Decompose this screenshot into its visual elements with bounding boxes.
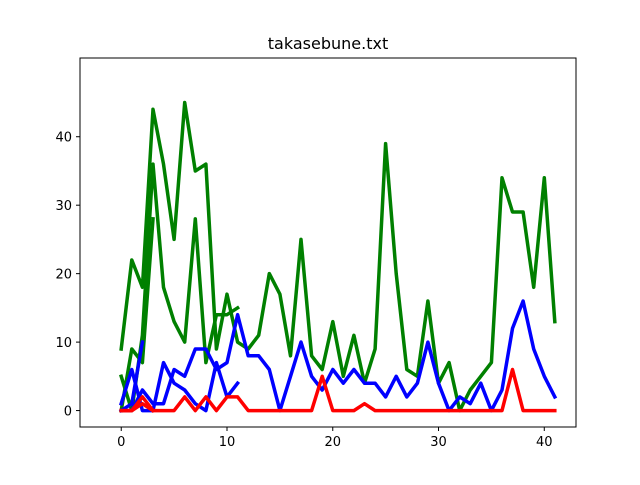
y-tick-label: 20 [55, 268, 72, 283]
axes: 0 10 20 30 40 0 10 20 30 40 [55, 131, 552, 450]
series-line-7 [119, 367, 557, 413]
y-tick-label: 10 [55, 336, 72, 351]
series-line-8 [119, 395, 156, 414]
series-line-1 [119, 100, 557, 413]
x-tick-label: 0 [117, 435, 125, 450]
y-tick-label: 40 [55, 131, 72, 146]
series-line-4 [119, 299, 558, 413]
plot-frame [79, 57, 577, 428]
series-lines [118, 100, 558, 414]
x-tick-label: 30 [430, 435, 447, 450]
x-tick-label: 40 [536, 435, 553, 450]
y-tick-label: 30 [55, 199, 72, 214]
y-tick-label: 0 [64, 405, 72, 420]
series-line-6 [118, 340, 145, 414]
chart-title: takasebune.txt [268, 34, 388, 53]
x-tick-label: 10 [219, 435, 236, 450]
x-tick-label: 20 [324, 435, 341, 450]
series-line-3 [119, 217, 155, 413]
